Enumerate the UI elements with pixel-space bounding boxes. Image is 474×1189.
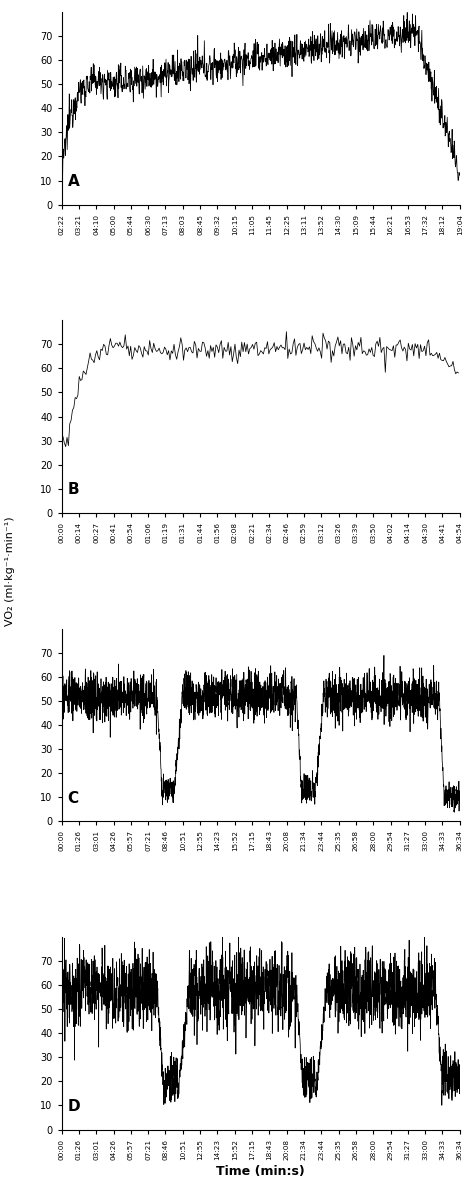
Text: A: A — [68, 174, 79, 189]
Text: VO₂ (ml·kg⁻¹·min⁻¹): VO₂ (ml·kg⁻¹·min⁻¹) — [5, 516, 15, 625]
Text: D: D — [68, 1099, 80, 1114]
X-axis label: Time (min:s): Time (min:s) — [216, 1165, 305, 1178]
Text: C: C — [68, 791, 79, 806]
Text: B: B — [68, 483, 79, 497]
